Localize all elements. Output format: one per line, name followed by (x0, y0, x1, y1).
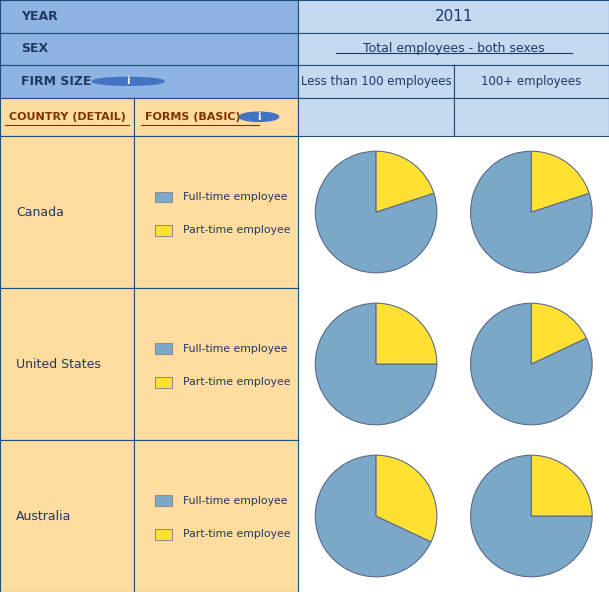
Text: i: i (257, 112, 261, 122)
FancyBboxPatch shape (155, 377, 172, 388)
Text: Part-time employee: Part-time employee (183, 529, 291, 539)
Text: FIRM SIZE: FIRM SIZE (21, 75, 91, 88)
Text: SEX: SEX (21, 42, 48, 55)
Wedge shape (531, 151, 589, 212)
Text: Full-time employee: Full-time employee (183, 344, 288, 354)
Wedge shape (315, 151, 437, 273)
Wedge shape (376, 303, 437, 364)
Text: 100+ employees: 100+ employees (481, 75, 582, 88)
Text: COUNTRY (DETAIL): COUNTRY (DETAIL) (9, 112, 125, 122)
Text: Part-time employee: Part-time employee (183, 226, 291, 235)
Text: Total employees - both sexes: Total employees - both sexes (363, 42, 544, 55)
Text: Canada: Canada (16, 205, 64, 218)
FancyBboxPatch shape (155, 496, 172, 506)
Circle shape (239, 112, 279, 121)
Text: FORMS (BASIC): FORMS (BASIC) (146, 112, 241, 122)
Text: 2011: 2011 (434, 9, 473, 24)
Text: Full-time employee: Full-time employee (183, 192, 288, 202)
Text: Full-time employee: Full-time employee (183, 496, 288, 506)
Text: YEAR: YEAR (21, 9, 58, 22)
Wedge shape (471, 455, 592, 577)
Text: Australia: Australia (16, 510, 71, 523)
Wedge shape (315, 303, 437, 425)
Wedge shape (315, 455, 431, 577)
Text: i: i (127, 76, 130, 86)
Wedge shape (376, 151, 434, 212)
FancyBboxPatch shape (155, 225, 172, 236)
Wedge shape (531, 303, 586, 364)
Text: Less than 100 employees: Less than 100 employees (301, 75, 451, 88)
FancyBboxPatch shape (155, 529, 172, 539)
Wedge shape (471, 303, 592, 425)
Wedge shape (376, 455, 437, 542)
Wedge shape (531, 455, 592, 516)
FancyBboxPatch shape (155, 343, 172, 354)
Text: Part-time employee: Part-time employee (183, 377, 291, 387)
Text: United States: United States (16, 358, 101, 371)
Circle shape (93, 78, 164, 85)
Wedge shape (471, 151, 592, 273)
FancyBboxPatch shape (155, 191, 172, 202)
